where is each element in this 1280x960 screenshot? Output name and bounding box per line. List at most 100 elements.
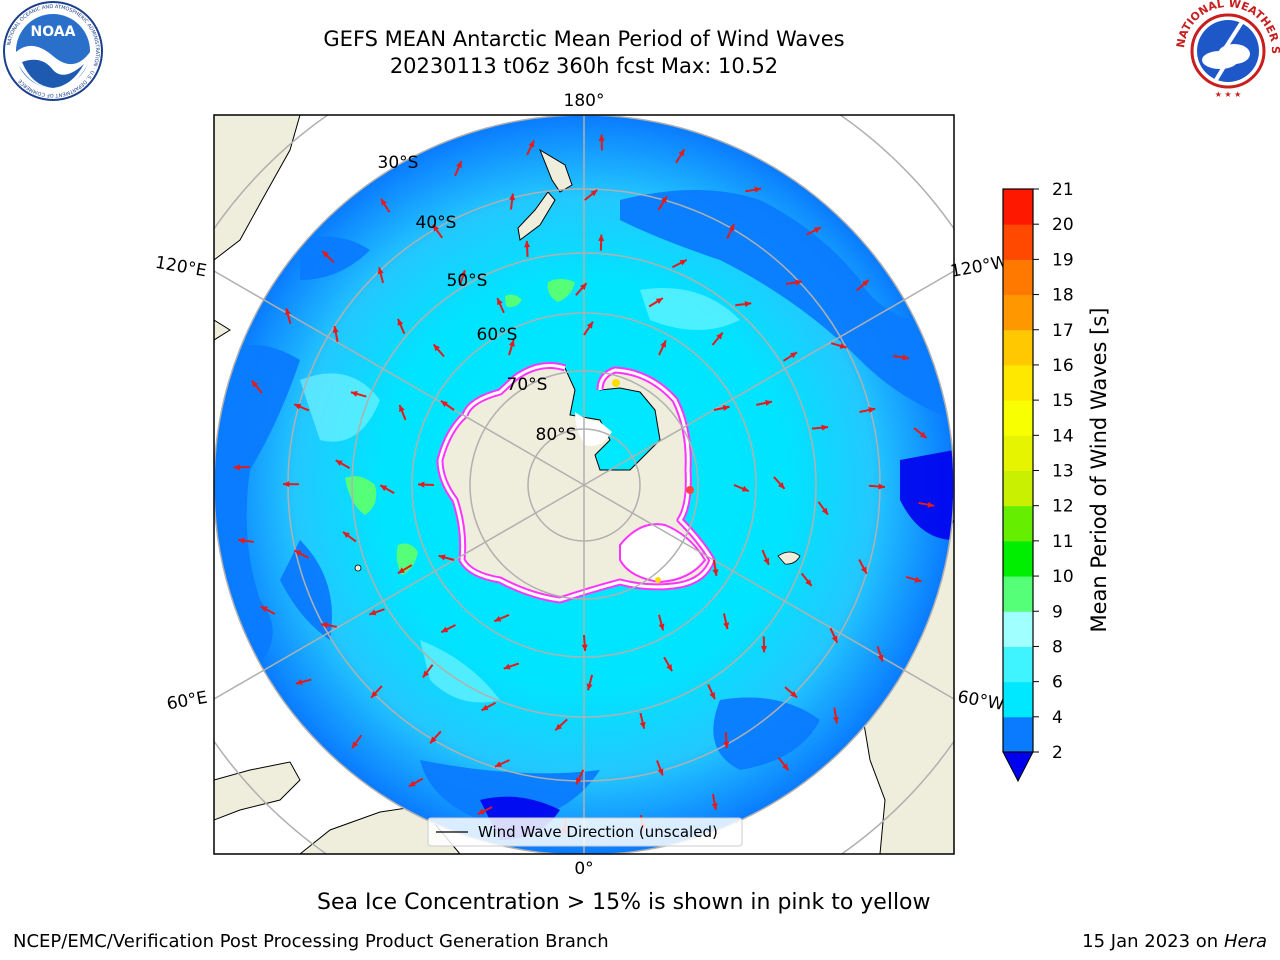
colorbar-label: Mean Period of Wind Waves [s]: [1087, 308, 1111, 633]
wave-arrow-head: [821, 507, 828, 515]
colorbar-tick-label: 11: [1052, 532, 1074, 552]
wave-arrow-head: [283, 481, 290, 488]
colorbar-tick-label: 6: [1052, 673, 1063, 693]
wave-arrow-head: [321, 622, 328, 629]
sea-ice-note: Sea Ice Concentration > 15% is shown in …: [317, 890, 931, 915]
wave-arrow-head: [432, 224, 440, 232]
wave-arrow-head: [503, 663, 511, 670]
wave-arrow-head: [927, 501, 935, 508]
wave-arrow-head: [790, 352, 798, 359]
wave-arrow-head: [877, 654, 884, 662]
colorbar-tick-label: 8: [1052, 637, 1063, 657]
colorbar-segment: [1003, 329, 1033, 366]
wave-arrow-head: [760, 646, 768, 653]
colorbar-tick-label: 21: [1052, 180, 1074, 200]
colorbar-segments: [1003, 189, 1033, 753]
wave-arrow-head: [754, 186, 762, 193]
wave-arrow-head: [580, 283, 587, 290]
wave-arrow-head: [397, 318, 404, 326]
colorbar-segment: [1003, 400, 1033, 436]
wave-arrow-head: [711, 803, 718, 810]
wave-arrow-head: [295, 679, 303, 685]
colorbar-segment: [1003, 716, 1033, 753]
colorbar-segment: [1003, 611, 1033, 647]
wave-arrow-head: [657, 768, 664, 776]
lat-label-70s: 70°S: [507, 375, 548, 395]
wave-arrow-head: [655, 298, 663, 305]
wave-arrow-head: [430, 736, 437, 744]
wave-arrow-head: [902, 354, 910, 361]
wave-arrow-head: [494, 615, 502, 622]
colorbar-segment: [1003, 646, 1033, 683]
wave-arrow-head: [397, 567, 405, 574]
colorbar-tick-label: 13: [1052, 462, 1074, 482]
colorbar-tick-label: 4: [1052, 708, 1063, 728]
wave-arrow-head: [422, 670, 430, 678]
wave-arrow-head: [251, 380, 259, 388]
colorbar-tick-label: 14: [1052, 426, 1074, 446]
wave-arrow-head: [660, 196, 667, 204]
wave-arrow-head: [456, 161, 462, 169]
wave-arrow-head: [335, 460, 343, 467]
wave-arrow-head: [576, 777, 582, 785]
lon-label-top: 180°: [564, 91, 605, 111]
colorbar-tick-label: 19: [1052, 250, 1074, 270]
chart-title: GEFS MEAN Antarctic Mean Period of Wind …: [323, 27, 845, 51]
wave-arrow-head: [709, 692, 715, 700]
new-zealand: [517, 148, 573, 241]
wave-arrow-head: [586, 683, 593, 691]
wave-arrow-head: [380, 198, 387, 206]
map-frame: [213, 114, 955, 855]
wave-arrow-head: [477, 808, 485, 815]
wave-arrow-head: [399, 404, 405, 412]
colorbar-segment: [1003, 681, 1033, 718]
wave-arrow-head: [862, 279, 869, 287]
wave-arrow-head: [712, 569, 719, 576]
legend-label: Wind Wave Direction (unscaled): [478, 823, 718, 841]
wave-arrow-head: [639, 721, 646, 729]
footer-branch: NCEP/EMC/Verification Post Processing Pr…: [13, 931, 609, 952]
wave-arrow-head: [598, 234, 605, 242]
lon-label-bottom: 0°: [574, 859, 593, 879]
wave-arrow-head: [805, 579, 812, 587]
wave-arrow-head: [508, 339, 515, 347]
wave-arrow-head: [660, 340, 666, 348]
wave-arrow-head: [741, 485, 749, 492]
wave-arrow-head: [332, 326, 339, 333]
wave-arrow-head: [716, 332, 723, 340]
wave-arrow-head: [679, 259, 687, 266]
lat-label-50s: 50°S: [447, 271, 488, 291]
wave-arrow-head: [494, 761, 502, 767]
wave-arrow-head: [590, 189, 598, 197]
wave-arrow-head: [497, 298, 503, 306]
wave-arrow-head: [831, 635, 838, 643]
wave-arrow-head: [440, 400, 448, 407]
colorbar-underflow-triangle: [1002, 751, 1034, 783]
wave-arrow-head: [821, 424, 829, 431]
wave-arrow-head: [868, 407, 876, 414]
wave-arrow-head: [459, 270, 466, 278]
wave-arrow-head: [233, 464, 240, 471]
wave-arrow-head: [813, 227, 821, 233]
wave-arrow-head: [441, 626, 449, 633]
wave-arrow-head: [598, 134, 605, 141]
wave-arrow-head: [790, 691, 798, 698]
wave-arrow-head: [350, 390, 358, 397]
wave-arrow-head: [795, 279, 802, 286]
chart-subtitle: 20230113 t06z 360h fcst Max: 10.52: [389, 54, 779, 78]
wave-arrow-head: [438, 554, 446, 561]
wave-arrow-head: [524, 240, 531, 248]
wave-arrow-head: [914, 576, 922, 583]
wave-arrow-head: [408, 780, 416, 787]
wave-arrow-head: [666, 664, 673, 672]
colorbar-tick-label: 16: [1052, 356, 1074, 376]
colorbar-segment: [1003, 224, 1033, 260]
wave-arrow-head: [839, 342, 847, 349]
colorbar-segment: [1003, 259, 1033, 296]
colorbar-tick-label: 2: [1052, 743, 1063, 763]
wave-arrow-head: [744, 301, 752, 308]
wave-arrow-head: [723, 741, 730, 749]
wave-arrow-head: [238, 537, 245, 544]
